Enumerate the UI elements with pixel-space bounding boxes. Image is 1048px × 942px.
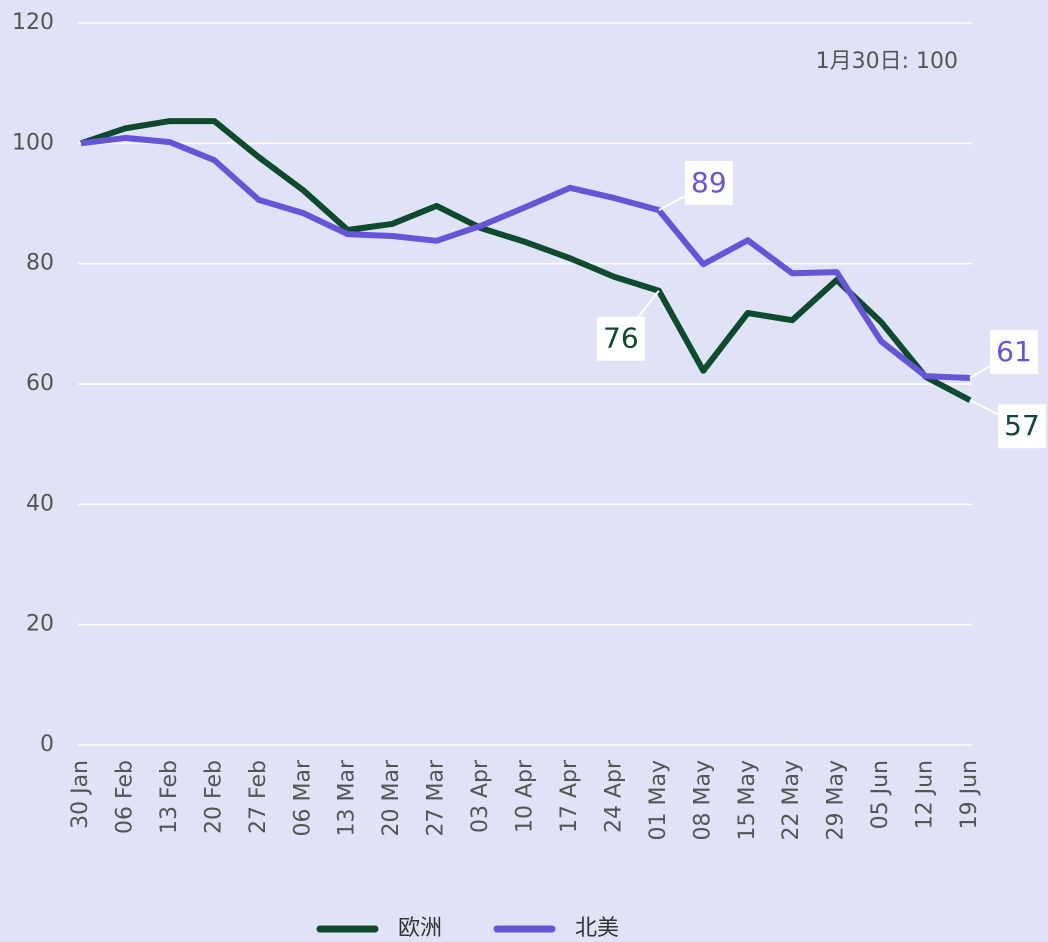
data-label: 61 bbox=[996, 335, 1032, 368]
y-tick-label: 20 bbox=[26, 612, 54, 637]
x-tick-label: 03 Apr bbox=[468, 759, 493, 833]
x-tick-label: 22 May bbox=[779, 760, 804, 840]
x-tick-label: 13 Mar bbox=[335, 759, 360, 836]
label-box bbox=[684, 161, 733, 206]
label-box bbox=[596, 316, 645, 361]
x-tick-label: 01 May bbox=[646, 760, 671, 840]
x-tick-label: 13 Feb bbox=[157, 760, 182, 834]
x-tick-label: 27 Mar bbox=[424, 759, 449, 836]
annotation: 1月30日: 100 bbox=[816, 49, 958, 74]
y-tick-label: 40 bbox=[26, 491, 54, 516]
x-tick-label: 15 May bbox=[735, 760, 760, 840]
x-tick-label: 20 Mar bbox=[379, 759, 404, 836]
x-tick-label: 06 Feb bbox=[112, 760, 137, 834]
y-tick-label: 0 bbox=[40, 732, 54, 757]
x-tick-label: 06 Mar bbox=[290, 759, 315, 836]
series-line bbox=[80, 134, 971, 381]
series-line bbox=[80, 118, 972, 403]
data-label: 57 bbox=[1004, 409, 1040, 442]
x-tick-label: 29 May bbox=[824, 760, 849, 840]
y-tick-label: 120 bbox=[12, 10, 54, 35]
data-label: 76 bbox=[603, 322, 639, 355]
x-tick-label: 08 May bbox=[690, 760, 715, 840]
label-box bbox=[990, 329, 1038, 374]
x-tick-label: 10 Apr bbox=[513, 759, 538, 833]
y-tick-label: 100 bbox=[12, 130, 54, 155]
y-tick-label: 60 bbox=[26, 371, 54, 396]
x-tick-label: 20 Feb bbox=[201, 760, 226, 834]
x-tick-label: 17 Apr bbox=[557, 759, 582, 833]
legend-label: 欧洲 bbox=[398, 916, 442, 941]
legend-label: 北美 bbox=[575, 916, 619, 941]
x-tick-label: 19 Jun bbox=[957, 760, 982, 829]
x-tick-label: 05 Jun bbox=[868, 760, 893, 829]
x-tick-label: 30 Jan bbox=[68, 760, 93, 829]
data-label: 89 bbox=[691, 166, 727, 199]
x-tick-label: 12 Jun bbox=[913, 760, 938, 829]
label-box bbox=[998, 404, 1046, 449]
x-tick-label: 27 Feb bbox=[246, 760, 271, 834]
y-tick-label: 80 bbox=[26, 251, 54, 276]
x-tick-label: 24 Apr bbox=[601, 759, 626, 833]
